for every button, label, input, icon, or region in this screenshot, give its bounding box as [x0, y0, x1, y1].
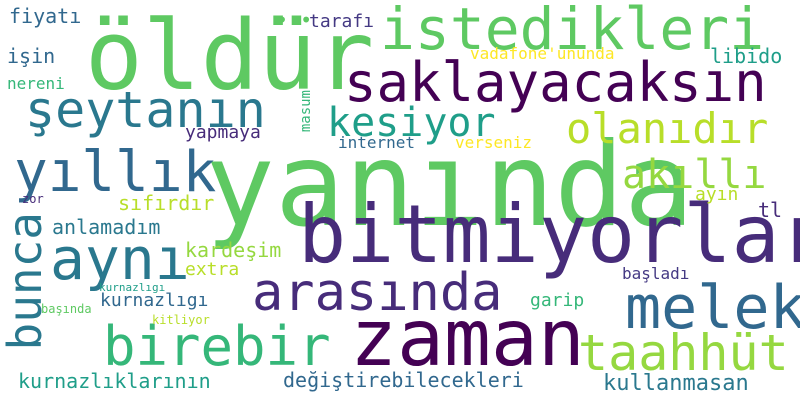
word-tarafi: tarafı [309, 11, 375, 32]
word-arasinda: arasında [252, 263, 503, 323]
word-kurnazligi-small: kurnazlıgı [99, 281, 166, 294]
word-zor: zor [22, 192, 44, 206]
word-verseniz: verseniz [455, 133, 533, 152]
word-yaninda: yanında [205, 118, 694, 253]
word-isin: işin [7, 44, 56, 68]
word-yapmaya: yapmaya [185, 122, 261, 143]
word-ayin: ayın [695, 184, 739, 205]
word-anlamadim: anlamadım [52, 215, 161, 239]
word-vadafone: vadafone'ununda [470, 44, 615, 63]
word-extra: extra [185, 259, 240, 280]
word-tl: tl [758, 198, 783, 222]
word-ayni: aynı [50, 225, 190, 293]
word-yillik: yıllık [14, 140, 217, 205]
word-bunca: bunca [0, 212, 52, 351]
word-libido: libido [710, 44, 783, 68]
word-internet: internet [338, 133, 416, 152]
word-melek: melek [625, 273, 800, 343]
word-degistirebilecekleri: değiştirebilecekleri [283, 368, 524, 392]
word-oldur: öldür [85, 0, 374, 112]
word-dots: • • [276, 8, 313, 32]
word-basladi: başladı [622, 264, 690, 283]
word-akilli: akıllı [622, 152, 767, 198]
word-kardesim: kardeşim [185, 238, 282, 262]
word-kitliyor: kitliyor [152, 313, 210, 327]
word-zaman: zaman [350, 294, 585, 384]
word-kesiyor: kesiyor [327, 100, 496, 146]
word-garip: garip [530, 290, 585, 311]
word-nereni: nereni [7, 74, 65, 93]
word-bitmiyorlar: bitmiyorlar [298, 188, 800, 281]
word-istedikleri: istedikleri [380, 0, 765, 63]
word-birebir: birebir [103, 315, 331, 378]
word-kurnazligi: kurnazlıgı [100, 290, 209, 311]
word-seytanin: şeytanın [25, 81, 266, 139]
word-masum: masum [298, 90, 314, 133]
word-kullanmasan: kullanmasan [603, 371, 749, 396]
word-olanidir: olanıdır [566, 104, 769, 153]
word-basinda: başında [41, 302, 92, 316]
word-kurnazliklarinin: kurnazlıklarının [18, 369, 211, 393]
word-fiyati: fiyatı [9, 4, 82, 28]
word-sifirdir: sıfırdır [118, 191, 215, 215]
word-saklayacaksin: saklayacaksın [344, 51, 767, 114]
word-taahhut: taahhüt [578, 324, 789, 382]
